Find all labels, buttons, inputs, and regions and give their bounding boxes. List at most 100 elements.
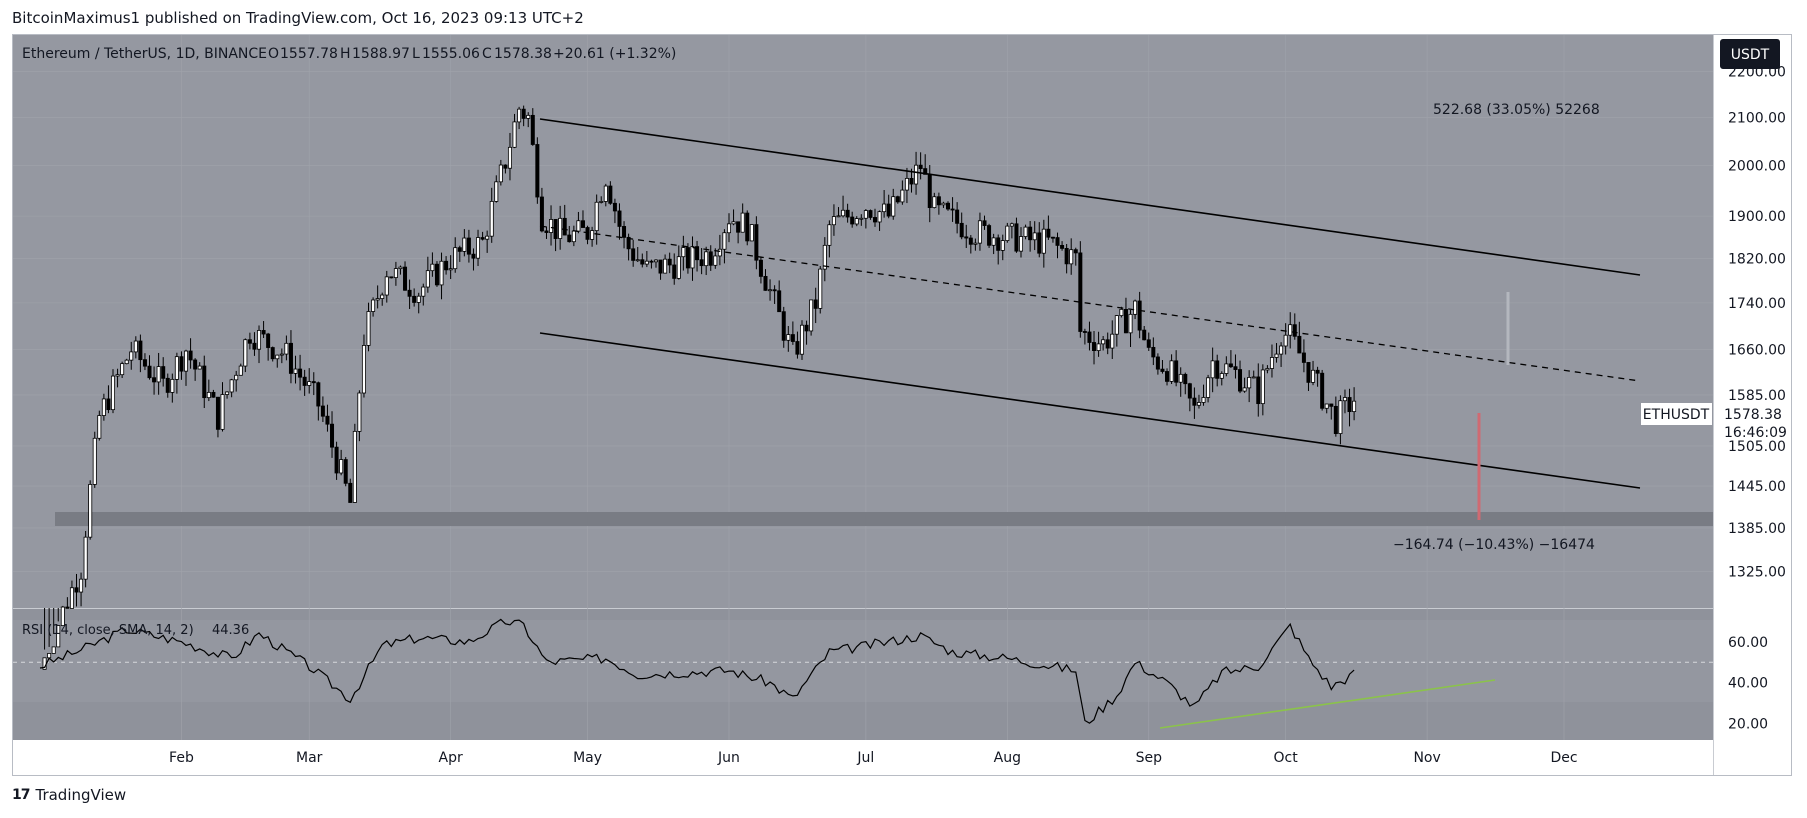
candle-down [1228, 363, 1233, 368]
candle-down [266, 333, 271, 348]
currency-button-label: USDT [1731, 47, 1770, 63]
candle-down [658, 259, 663, 274]
candle-up [1178, 373, 1183, 383]
candle-up [60, 606, 65, 626]
candle-up [768, 289, 773, 292]
candle-down [311, 381, 316, 384]
candle-up [398, 266, 403, 270]
candle-up [1338, 400, 1343, 434]
candle-down [334, 446, 339, 474]
candle-down [982, 220, 987, 226]
legend-open-label: O [268, 46, 279, 62]
candle-down [252, 342, 257, 350]
candle-down [1292, 324, 1297, 337]
candle-down [138, 340, 143, 361]
candle-up [635, 259, 640, 262]
candle-down [142, 359, 147, 367]
candle-down [813, 299, 818, 309]
channel-lower-line [539, 332, 1641, 489]
candle-down [1238, 369, 1243, 392]
candle-down [1256, 376, 1261, 405]
footer-logo[interactable]: 17 TradingView [12, 786, 126, 804]
candle-up [818, 268, 823, 309]
candle-down [580, 220, 585, 228]
candle-up [494, 181, 499, 202]
candle-up [1251, 376, 1256, 379]
candle-up [371, 299, 376, 312]
candle-up [1265, 368, 1270, 371]
candle-down [193, 359, 198, 370]
candle-down [471, 253, 476, 259]
candle-up [393, 268, 398, 279]
candle-up [133, 340, 138, 353]
ohlc-legend: Ethereum / TetherUS, 1D, BINANCE O 1557.… [22, 46, 676, 62]
candle-down [955, 209, 960, 224]
currency-button[interactable] [1720, 39, 1780, 69]
candle-up [526, 114, 531, 119]
candle-up [599, 201, 604, 203]
candle-down [886, 203, 891, 217]
candle-down [330, 423, 335, 448]
legend-low-label: L [412, 46, 420, 62]
candle-up [206, 391, 211, 399]
candle-down [845, 209, 850, 218]
candle-down [1306, 362, 1311, 383]
candle-up [1342, 397, 1347, 402]
candle-up [653, 259, 658, 263]
time-axis-tick: Sep [1136, 750, 1163, 766]
candle-down [288, 342, 293, 374]
candle-down [964, 236, 969, 239]
candle-up [156, 366, 161, 383]
price-axis-tick: 1820.00 [1728, 252, 1786, 268]
candle-up [1311, 369, 1316, 383]
candle-up [663, 258, 668, 274]
candle-down [622, 226, 627, 238]
candle-down [302, 376, 307, 386]
candle-down [412, 295, 417, 303]
candle-down [457, 247, 462, 252]
price-axis-tick: 1445.00 [1728, 479, 1786, 495]
candle-up [485, 235, 490, 240]
candle-down [959, 222, 964, 238]
candle-up [1023, 226, 1028, 237]
legend-high-value: 1588.97 [352, 46, 410, 62]
candle-up [83, 536, 88, 580]
candle-up [904, 177, 909, 191]
time-axis-tick: Nov [1413, 750, 1440, 766]
candle-down [1046, 228, 1051, 238]
candle-up [576, 220, 581, 232]
candle-up [439, 260, 444, 286]
candle-up [174, 356, 179, 380]
candle-down [1174, 360, 1179, 383]
candle-up [1324, 403, 1329, 409]
legend-low-value: 1555.06 [422, 46, 480, 62]
candle-down [873, 217, 878, 223]
candle-up [1196, 402, 1201, 406]
candle-down [1105, 339, 1110, 349]
candle-up [184, 350, 189, 372]
candle-up [786, 334, 791, 341]
candle-down [608, 185, 613, 204]
rsi-label: RSI (14, close, SMA, 14, 2) [22, 623, 194, 638]
candle-down [758, 259, 763, 277]
candle-down [996, 237, 1001, 251]
candle-down [1165, 371, 1170, 382]
rsi-axis-tick: 40.00 [1728, 676, 1768, 692]
candle-up [749, 224, 754, 242]
candle-up [1224, 363, 1229, 374]
chart-frame[interactable] [12, 34, 1792, 776]
candle-up [973, 242, 978, 245]
candle-up [991, 237, 996, 246]
time-axis-bg [13, 741, 1713, 775]
candle-down [325, 415, 330, 425]
candle-down [946, 202, 951, 210]
candle-down [1297, 335, 1302, 354]
price-axis-tick: 1505.00 [1728, 439, 1786, 455]
candle-up [977, 220, 982, 244]
candle-down [868, 210, 873, 218]
candle-up [430, 263, 435, 272]
candle-down [795, 341, 800, 355]
symbol-tag-label: ETHUSDT [1643, 407, 1710, 423]
candle-up [836, 215, 841, 218]
